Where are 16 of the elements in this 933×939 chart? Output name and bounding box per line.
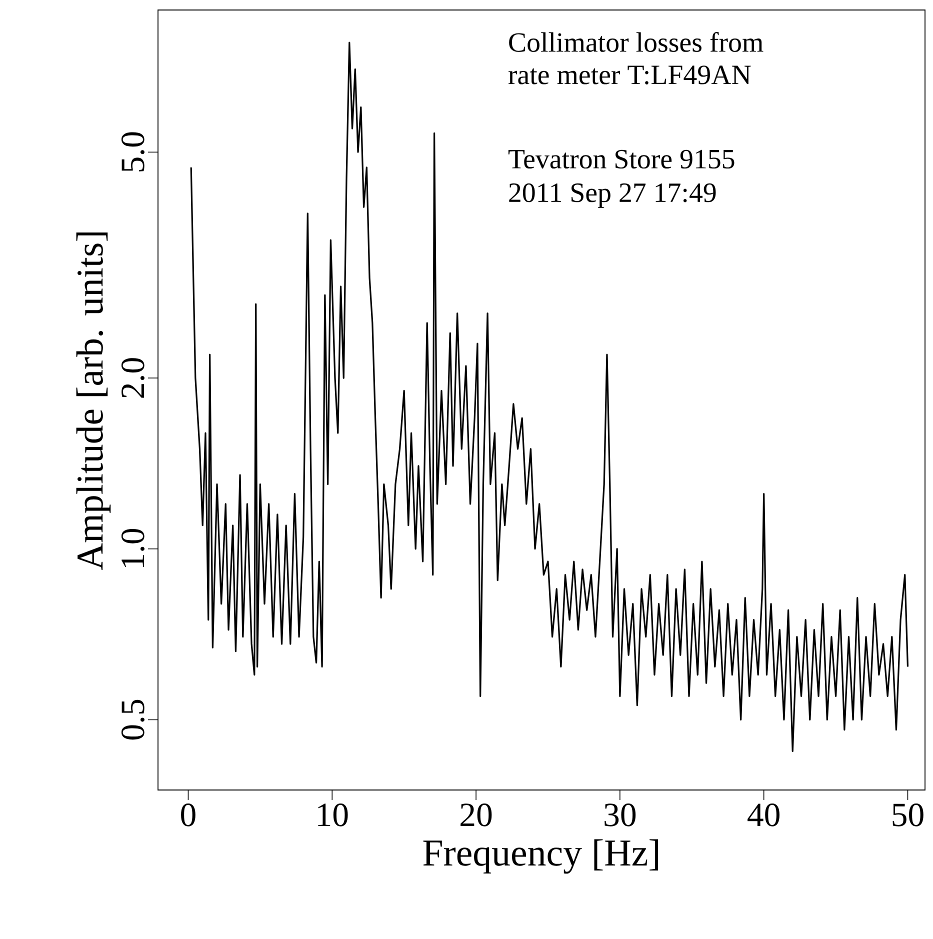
x-tick-label: 30 — [604, 804, 636, 826]
y-tick-label: 2.0 — [121, 358, 144, 398]
annotation: 2011 Sep 27 17:49 — [509, 183, 716, 208]
x-axis-title: Frequency [Hz] — [423, 839, 658, 874]
x-tick-label: 10 — [318, 804, 348, 826]
y-axis-title: Amplitude [arb. units] — [76, 232, 111, 570]
annotation: Collimator losses from — [509, 32, 764, 52]
x-tick-label: 20 — [460, 804, 492, 826]
y-tick-label: 1.0 — [121, 528, 144, 568]
annotation: rate meter T:LF49AN — [508, 66, 751, 84]
y-tick-label: 0.5 — [121, 700, 144, 740]
x-tick-label: 40 — [748, 804, 780, 826]
y-tick-label: 5.0 — [121, 132, 144, 172]
x-tick-label: 0 — [181, 804, 196, 826]
annotation: Tevatron Store 9155 — [508, 150, 734, 169]
x-tick-label: 50 — [892, 804, 924, 826]
